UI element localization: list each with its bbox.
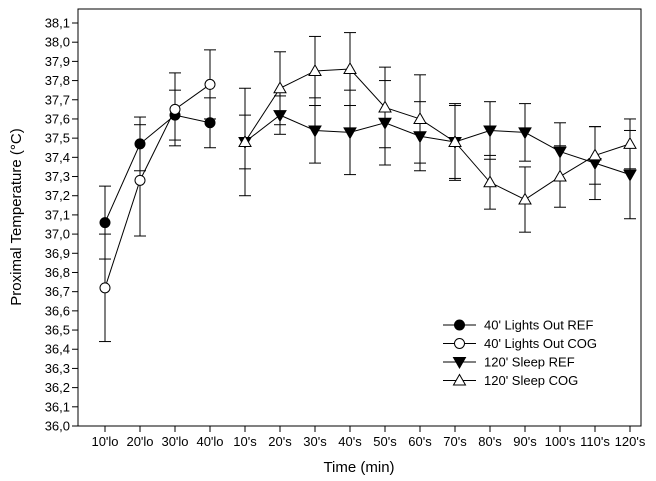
x-tick-label: 80's xyxy=(478,434,502,449)
x-tick-label: 100's xyxy=(545,434,576,449)
data-point xyxy=(588,148,602,161)
legend-item: 40' Lights Out REF xyxy=(443,318,593,333)
legend-label: 40' Lights Out COG xyxy=(484,336,597,351)
x-tick-label: 40's xyxy=(338,434,362,449)
series-3 xyxy=(238,32,637,233)
series-line xyxy=(104,84,211,288)
y-tick-label: 36,5 xyxy=(45,323,70,338)
x-tick-label: 110's xyxy=(580,434,610,449)
y-tick-label: 37,2 xyxy=(45,188,70,203)
x-tick-label: 90's xyxy=(513,434,537,449)
y-tick-label: 37,9 xyxy=(45,54,70,69)
y-tick-label: 36,1 xyxy=(45,399,70,414)
legend: 40' Lights Out REF 40' Lights Out COG 120'… xyxy=(443,318,597,388)
legend-item: 120' Sleep REF xyxy=(443,355,575,370)
y-tick-label: 37,4 xyxy=(45,150,70,165)
x-tick-label: 60's xyxy=(408,434,432,449)
y-axis-label: Proximal Temperature (°C) xyxy=(8,128,25,305)
y-tick-label: 36,2 xyxy=(45,380,70,395)
x-tick-label: 10'lo xyxy=(91,434,118,449)
data-point xyxy=(413,111,427,124)
y-tick-label: 36,4 xyxy=(45,342,70,357)
x-tick-label: 50's xyxy=(373,434,397,449)
data-point xyxy=(308,63,322,76)
y-tick-label: 37,8 xyxy=(45,73,70,88)
series-line xyxy=(244,114,631,176)
series-2 xyxy=(238,80,637,220)
y-tick-label: 36,3 xyxy=(45,361,70,376)
legend-marker xyxy=(454,319,465,331)
data-point xyxy=(483,175,497,188)
data-point xyxy=(343,127,357,140)
data-point xyxy=(308,125,322,138)
x-tick-label: 30'lo xyxy=(161,434,188,449)
y-tick-label: 37,6 xyxy=(45,111,70,126)
x-tick-label: 120's xyxy=(615,434,646,449)
data-point xyxy=(623,169,637,182)
data-point xyxy=(273,81,287,94)
x-tick-label: 30's xyxy=(303,434,327,449)
legend-marker xyxy=(452,357,467,370)
y-tick-label: 38,1 xyxy=(45,16,70,31)
plot-frame xyxy=(77,8,642,427)
y-axis: 36,0 36,1 36,2 36,3 36,4 36,5 36,6 36,7 36,8 36,9… xyxy=(45,16,78,434)
data-point xyxy=(553,169,567,182)
data-point xyxy=(238,134,252,147)
y-tick-label: 36,8 xyxy=(45,265,70,280)
legend-item: 120' Sleep COG xyxy=(443,373,578,388)
y-tick-label: 37,7 xyxy=(45,92,70,107)
series-line xyxy=(104,114,211,223)
data-point xyxy=(134,174,146,186)
series-0 xyxy=(99,89,216,260)
x-tick-label: 40'lo xyxy=(196,434,223,449)
y-tick-label: 36,6 xyxy=(45,303,70,318)
y-tick-label: 37,5 xyxy=(45,131,70,146)
x-tick-label: 20'lo xyxy=(126,434,153,449)
legend-item: 40' Lights Out COG xyxy=(443,336,597,351)
y-tick-label: 36,9 xyxy=(45,246,70,261)
data-point xyxy=(518,127,532,140)
y-tick-label: 37,0 xyxy=(45,227,70,242)
y-tick-label: 36,0 xyxy=(45,419,70,434)
y-tick-label: 37,3 xyxy=(45,169,70,184)
series-layer xyxy=(99,32,637,343)
data-point xyxy=(204,78,216,90)
x-tick-label: 20's xyxy=(268,434,292,449)
data-point xyxy=(343,62,357,75)
series-line xyxy=(244,68,631,201)
x-axis-label: Time (min) xyxy=(323,459,394,476)
x-tick-label: 10's xyxy=(233,434,257,449)
legend-label: 120' Sleep COG xyxy=(484,373,578,388)
data-point xyxy=(483,125,497,138)
legend-label: 40' Lights Out REF xyxy=(484,318,593,333)
data-point xyxy=(623,136,637,149)
x-tick-label: 70's xyxy=(443,434,467,449)
data-point xyxy=(378,100,392,113)
data-point xyxy=(518,192,532,205)
data-point xyxy=(99,282,111,294)
series-1 xyxy=(99,49,216,343)
y-tick-label: 38,0 xyxy=(45,35,70,50)
data-point xyxy=(169,103,181,115)
y-tick-label: 37,1 xyxy=(45,207,70,222)
x-axis: 10'lo 20'lo 30'lo 40'lo 10's 20's 30's 40's 50's… xyxy=(91,426,646,449)
legend-label: 120' Sleep REF xyxy=(484,355,575,370)
y-tick-label: 36,7 xyxy=(45,284,70,299)
data-point xyxy=(99,217,111,229)
data-point xyxy=(448,134,462,147)
legend-marker xyxy=(454,338,465,349)
legend-marker xyxy=(452,373,467,386)
